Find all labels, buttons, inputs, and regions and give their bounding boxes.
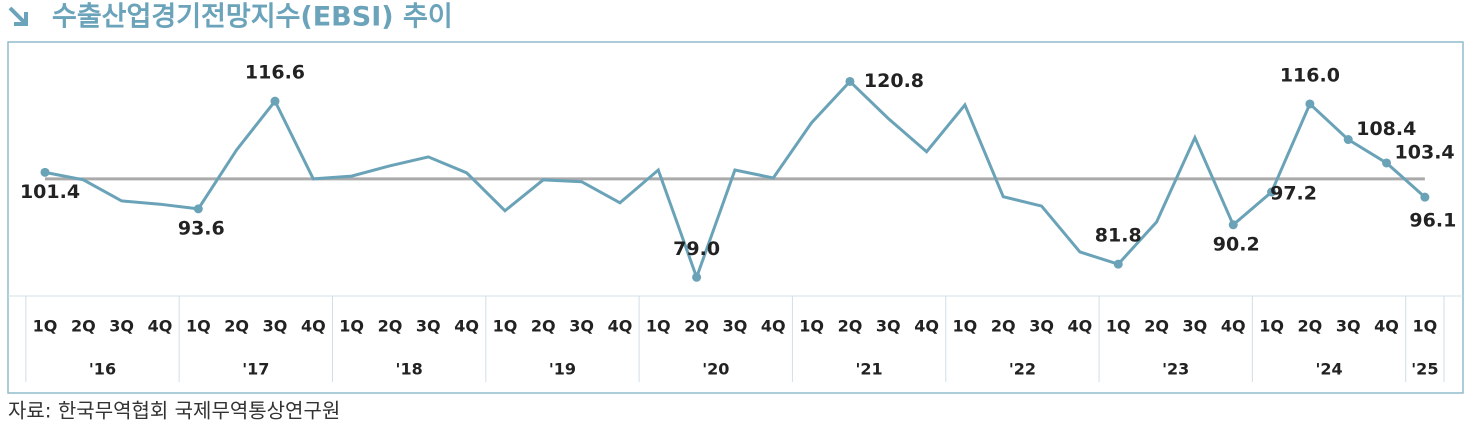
x-tick-label: 2Q xyxy=(1144,317,1169,336)
x-tick-label: 3Q xyxy=(1029,317,1054,336)
data-label: 108.4 xyxy=(1356,118,1416,140)
data-point xyxy=(1113,259,1123,269)
data-point xyxy=(270,96,280,106)
year-label: '22 xyxy=(1009,360,1036,379)
data-point xyxy=(1420,192,1430,202)
data-label: 101.4 xyxy=(20,181,80,203)
data-label: 93.6 xyxy=(178,217,225,239)
data-point xyxy=(1343,135,1353,145)
x-tick-label: 1Q xyxy=(953,317,978,336)
data-label: 79.0 xyxy=(673,238,720,260)
x-tick-label: 1Q xyxy=(1106,317,1131,336)
title-icon xyxy=(8,6,28,26)
data-label: 90.2 xyxy=(1213,233,1260,255)
source: 자료: 한국무역협회 국제무역통상연구원 xyxy=(8,399,340,423)
x-tick-label: 4Q xyxy=(1374,317,1399,336)
data-label: 116.0 xyxy=(1280,64,1340,86)
data-label: 97.2 xyxy=(1270,183,1317,205)
x-tick-label: 2Q xyxy=(1298,317,1323,336)
year-label: '24 xyxy=(1315,360,1342,379)
year-label: '19 xyxy=(549,360,576,379)
x-tick-label: 4Q xyxy=(914,317,939,336)
x-tick-label: 1Q xyxy=(493,317,518,336)
year-label: '23 xyxy=(1162,360,1189,379)
x-tick-label: 4Q xyxy=(1221,317,1246,336)
x-tick-label: 1Q xyxy=(799,317,824,336)
data-point xyxy=(692,272,702,282)
x-tick-label: 3Q xyxy=(263,317,288,336)
data-label: 103.4 xyxy=(1395,141,1455,163)
data-label: 120.8 xyxy=(864,70,924,92)
year-label: '16 xyxy=(89,360,116,379)
x-tick-label: 4Q xyxy=(454,317,479,336)
x-tick-label: 3Q xyxy=(876,317,901,336)
x-tick-label: 2Q xyxy=(224,317,249,336)
x-tick-label: 4Q xyxy=(608,317,633,336)
x-tick-label: 3Q xyxy=(723,317,748,336)
x-tick-label: 3Q xyxy=(569,317,594,336)
x-tick-label: 2Q xyxy=(684,317,709,336)
x-tick-label: 2Q xyxy=(838,317,863,336)
x-tick-label: 2Q xyxy=(378,317,403,336)
x-tick-label: 1Q xyxy=(339,317,364,336)
year-label: '25 xyxy=(1411,360,1438,379)
x-tick-label: 3Q xyxy=(416,317,441,336)
x-tick-label: 1Q xyxy=(646,317,671,336)
data-point xyxy=(40,167,50,177)
year-label: '18 xyxy=(396,360,423,379)
x-tick-label: 1Q xyxy=(186,317,211,336)
x-tick-label: 2Q xyxy=(71,317,96,336)
year-label: '20 xyxy=(702,360,729,379)
x-tick-label: 3Q xyxy=(1183,317,1208,336)
x-tick-label: 4Q xyxy=(1068,317,1093,336)
x-tick-label: 3Q xyxy=(1336,317,1361,336)
data-label: 116.6 xyxy=(245,62,305,84)
x-tick-label: 4Q xyxy=(301,317,326,336)
x-tick-label: 1Q xyxy=(1259,317,1284,336)
x-tick-label: 2Q xyxy=(991,317,1016,336)
year-label: '17 xyxy=(242,360,269,379)
x-tick-label: 2Q xyxy=(531,317,556,336)
data-point xyxy=(1267,187,1277,197)
chart-title: 수출산업경기전망지수(EBSI) 추이 xyxy=(52,2,453,33)
data-point xyxy=(193,204,203,214)
data-label: 81.8 xyxy=(1095,225,1142,247)
x-tick-label: 1Q xyxy=(1413,317,1438,336)
x-tick-label: 1Q xyxy=(33,317,58,336)
data-label: 96.1 xyxy=(1409,210,1456,232)
x-tick-label: 4Q xyxy=(148,317,173,336)
x-tick-label: 4Q xyxy=(761,317,786,336)
data-point xyxy=(1382,158,1392,168)
x-tick-label: 3Q xyxy=(109,317,134,336)
year-label: '21 xyxy=(856,360,883,379)
data-point xyxy=(1228,220,1238,230)
data-point xyxy=(845,76,855,86)
data-point xyxy=(1305,99,1315,109)
chart-frame xyxy=(7,41,1464,394)
